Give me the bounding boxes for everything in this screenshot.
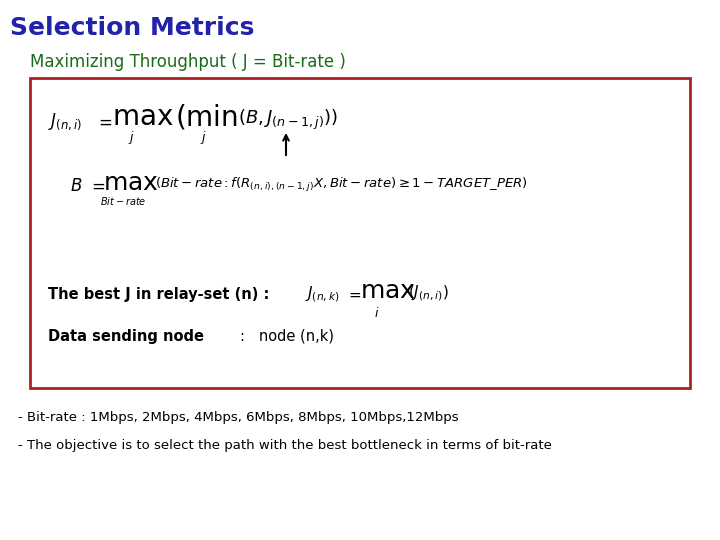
Text: $\mathrm{max}$: $\mathrm{max}$	[360, 279, 415, 303]
Text: Maximizing Throughput ( J = Bit-rate ): Maximizing Throughput ( J = Bit-rate )	[30, 53, 346, 71]
Text: The best J in relay-set (n) :: The best J in relay-set (n) :	[48, 287, 269, 302]
Text: $=$: $=$	[346, 287, 362, 301]
Text: $\mathrm{max}$: $\mathrm{max}$	[112, 103, 174, 131]
Text: Selection Metrics: Selection Metrics	[10, 16, 254, 40]
Text: $j$: $j$	[128, 129, 135, 145]
Text: $\mathrm{(min}$: $\mathrm{(min}$	[175, 103, 238, 132]
Text: - The objective is to select the path with the best bottleneck in terms of bit-r: - The objective is to select the path wi…	[18, 440, 552, 453]
Text: $J_{(n,k)}$: $J_{(n,k)}$	[305, 284, 340, 304]
Bar	[30, 78, 690, 388]
Text: $J_{(n,i)}$: $J_{(n,i)}$	[48, 112, 82, 132]
Text: $=$: $=$	[88, 177, 105, 195]
Text: $(Bit-rate: f(R_{(n,i),(n-1,j)}X, Bit-rate) \geq 1-TARGET\_PER)$: $(Bit-rate: f(R_{(n,i),(n-1,j)}X, Bit-ra…	[155, 176, 528, 194]
Text: $=$: $=$	[95, 113, 112, 131]
Text: $i$: $i$	[374, 306, 379, 320]
Text: $j$: $j$	[200, 129, 207, 145]
Text: $(B, J_{(n-1,j)}))$: $(B, J_{(n-1,j)}))$	[238, 108, 338, 132]
Text: - Bit-rate : 1Mbps, 2Mbps, 4Mbps, 6Mbps, 8Mbps, 10Mbps,12Mbps: - Bit-rate : 1Mbps, 2Mbps, 4Mbps, 6Mbps,…	[18, 411, 459, 424]
Text: Data sending node: Data sending node	[48, 328, 204, 343]
Text: $(J_{(n,i)})$: $(J_{(n,i)})$	[408, 283, 449, 303]
Text: :   node (n,k): : node (n,k)	[240, 328, 334, 343]
Text: $\mathrm{max}$: $\mathrm{max}$	[103, 171, 158, 195]
Text: $B$: $B$	[70, 177, 82, 195]
Text: $\mathit{Bit-rate}$: $\mathit{Bit-rate}$	[100, 195, 147, 207]
